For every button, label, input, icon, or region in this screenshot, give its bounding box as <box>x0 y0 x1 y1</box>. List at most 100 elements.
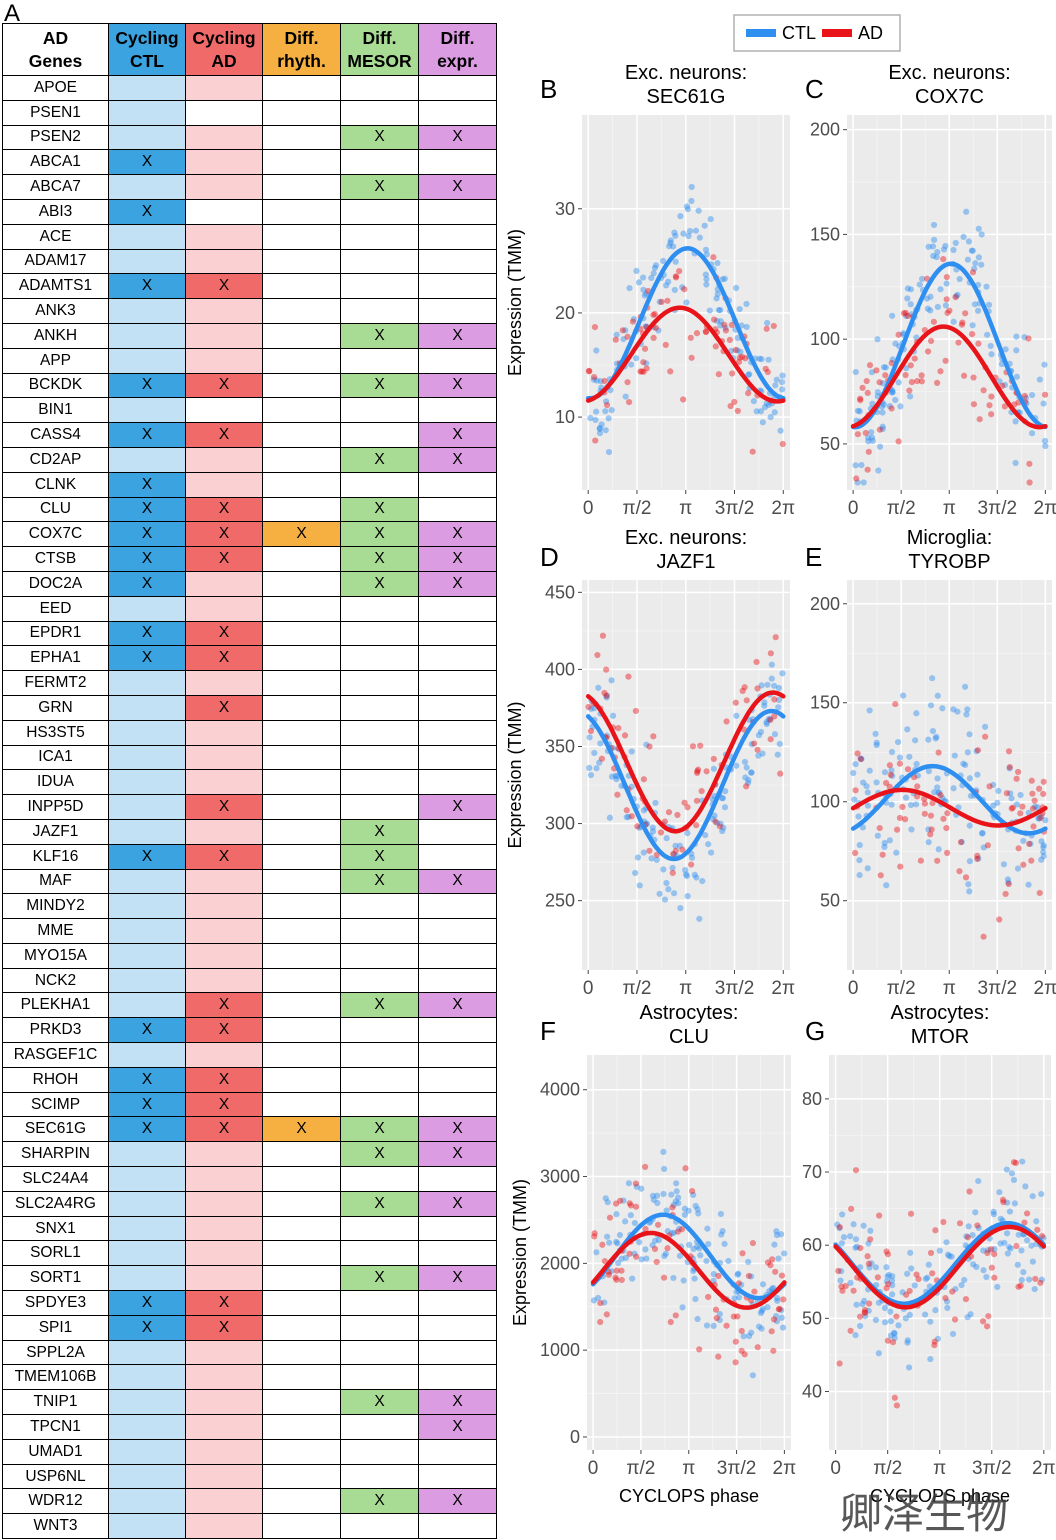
point-ctl <box>874 388 881 396</box>
point-ctl <box>924 305 931 312</box>
point-ctl <box>663 282 670 289</box>
point-ad <box>951 1316 959 1323</box>
cell-me <box>340 645 419 672</box>
y-tick-label: 100 <box>810 329 840 349</box>
point-ctl <box>893 849 900 856</box>
point-ctl <box>879 380 886 387</box>
point-ctl <box>865 1240 872 1247</box>
table-row: JAZF1 X <box>2 818 497 845</box>
cell-ad <box>185 1389 263 1416</box>
cell-rh <box>262 1265 341 1292</box>
y-tick-label: 70 <box>802 1162 822 1182</box>
point-ctl <box>904 726 911 733</box>
point-ad <box>681 799 688 806</box>
point-ctl <box>649 828 657 835</box>
x-tick-label: 2π <box>1032 1458 1056 1479</box>
point-ctl <box>697 1252 704 1259</box>
point-ctl <box>778 1231 785 1238</box>
legend-label-ctl: CTL <box>782 23 816 43</box>
table-row: SORL1 <box>2 1240 497 1267</box>
point-ctl <box>779 386 786 393</box>
point-ctl <box>764 319 771 327</box>
cell-ctl <box>108 1463 186 1490</box>
point-ad <box>738 353 746 360</box>
point-ctl <box>836 1225 843 1232</box>
point-ad <box>727 403 734 410</box>
point-ad <box>626 398 633 406</box>
point-ctl <box>595 1294 602 1302</box>
point-ctl <box>676 1252 684 1259</box>
legend: CTL AD <box>733 14 901 52</box>
point-ad <box>952 294 959 301</box>
point-ctl <box>904 1337 911 1344</box>
cell-rh <box>262 992 341 1019</box>
point-ad <box>1001 403 1008 410</box>
point-ctl <box>857 1322 864 1330</box>
cell-me: X <box>340 546 419 572</box>
point-ad <box>653 851 660 859</box>
cell-ad <box>185 149 263 176</box>
point-ctl <box>874 832 881 839</box>
table-row: EPDR1 X X <box>2 620 497 647</box>
point-ctl <box>669 864 676 871</box>
gene-name: COX7C <box>2 521 109 548</box>
gene-name: WNT3 <box>2 1513 109 1540</box>
cell-ctl <box>108 1240 186 1267</box>
point-ctl <box>929 243 937 250</box>
chart-subtitle: COX7C <box>915 86 984 108</box>
point-ctl <box>671 286 678 294</box>
point-ad <box>864 389 871 397</box>
point-ctl <box>929 727 937 735</box>
cell-ex <box>418 397 497 424</box>
point-ctl <box>995 787 1002 795</box>
point-ad <box>928 826 935 833</box>
point-ad <box>852 1167 860 1174</box>
cell-me <box>340 1463 419 1490</box>
point-ad <box>943 824 950 832</box>
point-ctl <box>913 334 920 341</box>
point-ctl <box>1011 1200 1018 1207</box>
point-ctl <box>1008 795 1015 802</box>
point-ad <box>960 372 968 379</box>
point-ctl <box>757 408 765 415</box>
point-ctl <box>900 692 907 699</box>
point-ctl <box>737 348 744 356</box>
point-ad <box>731 398 738 406</box>
point-ctl <box>720 824 727 831</box>
cell-ctl <box>108 967 186 994</box>
table-row: SLC2A4RG X X <box>2 1190 497 1217</box>
watermark: 卿泽生物 <box>840 1489 1008 1538</box>
point-ctl <box>640 807 648 814</box>
point-ad <box>935 749 942 756</box>
point-ad <box>681 286 688 293</box>
point-ad <box>893 826 901 833</box>
point-ctl <box>1014 865 1022 872</box>
cell-ad: X <box>185 1017 263 1044</box>
cell-rh <box>262 967 341 994</box>
cell-ex: X <box>418 570 497 597</box>
point-ctl <box>710 1277 717 1284</box>
cell-rh <box>262 843 341 870</box>
point-ctl <box>651 1237 659 1244</box>
point-ad <box>672 274 680 281</box>
table-row: MYO15A <box>2 942 497 969</box>
point-ad <box>943 296 950 303</box>
point-ctl <box>892 396 899 404</box>
point-ctl <box>603 692 610 699</box>
point-ad <box>601 689 608 697</box>
chart-title: Exc. neurons: <box>888 62 1010 84</box>
point-ad <box>603 692 610 699</box>
point-ctl <box>685 232 692 240</box>
y-tick-label: 50 <box>820 434 840 454</box>
table-row: INPP5D X X <box>2 794 497 820</box>
point-ctl <box>715 306 723 314</box>
point-ctl <box>1022 394 1029 402</box>
point-ctl <box>946 1252 953 1260</box>
y-tick-label: 4000 <box>540 1080 580 1100</box>
cell-me <box>340 918 419 944</box>
point-ad <box>603 401 611 409</box>
point-ctl <box>925 768 932 775</box>
point-ctl <box>770 1284 777 1292</box>
cell-ctl: X <box>108 1116 186 1143</box>
cell-me <box>340 670 419 696</box>
